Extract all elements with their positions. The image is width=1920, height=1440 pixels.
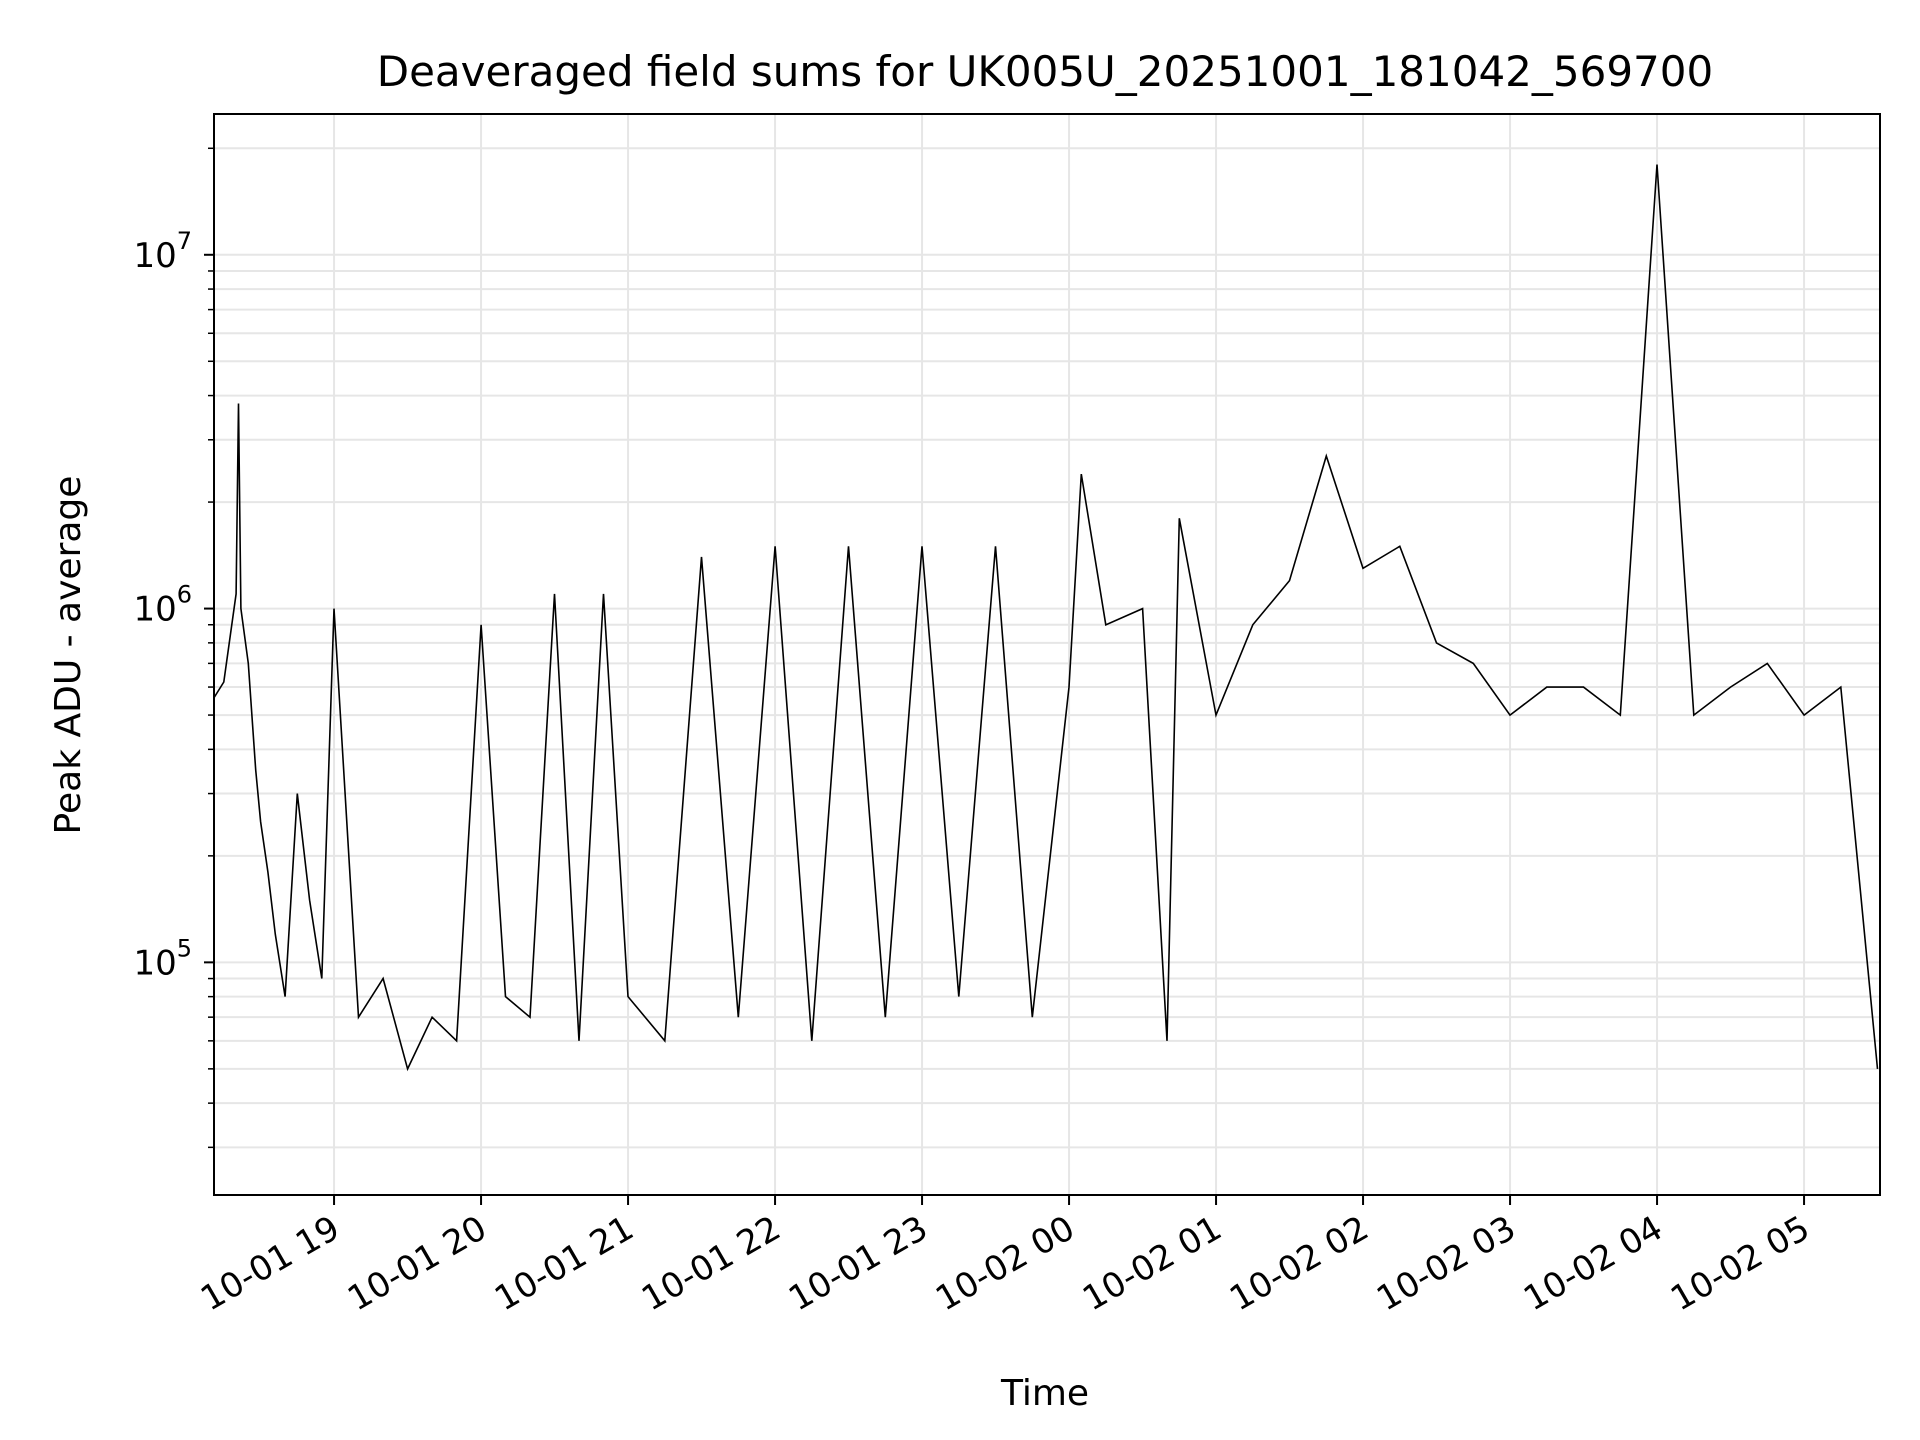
x-tick-label: 10-01 20: [341, 1208, 493, 1319]
y-tick-exponent: 7: [177, 227, 192, 255]
x-tick-label: 10-02 02: [1223, 1208, 1375, 1319]
x-tick-label: 10-01 19: [194, 1208, 346, 1319]
x-tick-label: 10-01 22: [635, 1208, 787, 1319]
y-tick-exponent: 6: [177, 581, 192, 609]
y-tick-label: 105: [133, 934, 192, 983]
y-tick-label: 107: [133, 227, 192, 276]
x-tick-label: 10-02 05: [1664, 1208, 1816, 1319]
x-tick-label: 10-02 03: [1370, 1208, 1522, 1319]
x-tick-label: 10-01 21: [488, 1208, 640, 1319]
chart-title: Deaveraged field sums for UK005U_2025100…: [377, 47, 1713, 96]
plot-frame: [213, 113, 1881, 1196]
x-tick-label: 10-02 04: [1517, 1208, 1669, 1319]
y-tick-label: 106: [133, 581, 192, 630]
x-tick-label: 10-02 00: [929, 1208, 1081, 1319]
x-tick-label: 10-01 23: [782, 1208, 934, 1319]
y-axis: 105 106 107: [133, 147, 214, 1149]
y-axis-label: Peak ADU - average: [48, 476, 89, 835]
x-tick-label: 10-02 01: [1076, 1208, 1228, 1319]
minor-grid: [214, 147, 1880, 1149]
y-tick-exponent: 5: [177, 934, 192, 962]
major-grid: [214, 114, 1880, 1195]
x-axis-label: Time: [1000, 1373, 1089, 1414]
series-layer: [214, 164, 1879, 1072]
series-line: [214, 164, 1879, 1072]
